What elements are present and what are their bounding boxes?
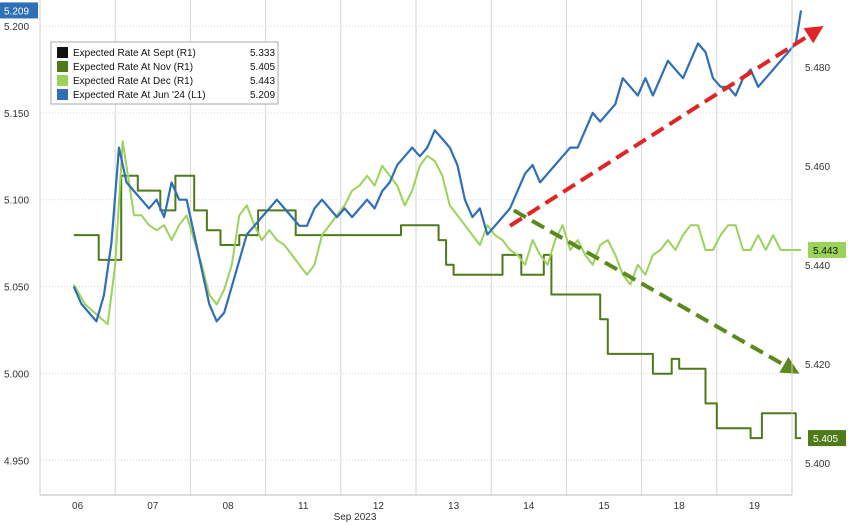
legend-swatch: [57, 75, 68, 86]
downtrend-arrow-shaft: [512, 208, 785, 367]
uptrend-arrow-shaft: [508, 34, 810, 228]
right-axis-tick-label: 5.440: [805, 261, 830, 272]
x-axis-tick-label: 15: [598, 501, 610, 512]
right-axis-tick-label: 5.460: [805, 162, 830, 173]
left-axis-tick-label: 5.200: [4, 22, 29, 33]
legend-value: 5.209: [250, 90, 275, 101]
right-axis-badge-dec: 5.443: [808, 241, 846, 258]
right-axis-badge-dec-bg: [808, 241, 846, 258]
axes: [39, 0, 793, 496]
right-axis-badge-nov-bg: [808, 430, 846, 447]
x-axis-tick-label: 14: [523, 501, 535, 512]
series-lines: [72, 10, 803, 440]
legend-label: Expected Rate At Sept (R1): [73, 48, 196, 59]
trend-arrows: [508, 26, 824, 374]
uptrend-arrow-head: [803, 26, 824, 44]
downtrend-arrow-head: [779, 356, 800, 374]
left-axis-tick-label: 5.000: [4, 369, 29, 380]
legend-box: [50, 41, 279, 105]
left-axis-tick-label: 5.100: [4, 196, 29, 207]
left-axis-badge-text: 5.209: [4, 6, 29, 17]
legend-value: 5.443: [250, 76, 275, 87]
x-axis-tick-label: 08: [222, 501, 234, 512]
legend-swatch: [57, 47, 68, 58]
legend-label: Expected Rate At Jun '24 (L1): [73, 90, 206, 101]
value-badges: 5.209 5.443 5.405: [0, 2, 846, 447]
x-axis-tick-label: 12: [373, 501, 385, 512]
x-axis-tick-label: 13: [448, 501, 460, 512]
x-axis-tick-label: 07: [147, 501, 159, 512]
left-axis-badge: 5.209: [0, 2, 38, 19]
right-axis-badge-dec-text: 5.443: [813, 246, 838, 257]
legend-value: 5.333: [250, 48, 275, 59]
tick-labels: 5.200 5.150 5.100 5.050 5.000 4.950 5.480 5.460…: [4, 22, 830, 512]
legend: Expected Rate At Sept (R1) 5.333 Expecte…: [50, 41, 279, 105]
series-line-expected-rate-at-nov-r1-: [73, 174, 801, 440]
x-axis-tick-label: 19: [749, 501, 761, 512]
legend-row-sept: Expected Rate At Sept (R1) 5.333: [57, 47, 275, 59]
left-axis-tick-label: 4.950: [4, 456, 29, 467]
right-axis-tick-label: 5.420: [805, 360, 830, 371]
right-axis-badge-nov-text: 5.405: [813, 434, 838, 445]
legend-row-dec: Expected Rate At Dec (R1) 5.443: [57, 75, 275, 87]
x-axis-tick-label: 11: [298, 501, 309, 512]
legend-row-nov: Expected Rate At Nov (R1) 5.405: [57, 61, 275, 73]
legend-swatch: [57, 61, 68, 72]
left-axis-tick-label: 5.150: [4, 109, 29, 120]
legend-row-jun24: Expected Rate At Jun '24 (L1) 5.209: [57, 89, 275, 101]
legend-value: 5.405: [250, 62, 275, 73]
legend-label: Expected Rate At Nov (R1): [73, 62, 193, 73]
left-axis-tick-label: 5.050: [4, 283, 29, 294]
right-axis-badge-nov: 5.405: [808, 430, 846, 447]
x-axis-tick-label: 18: [674, 501, 686, 512]
right-axis-tick-label: 5.480: [805, 63, 830, 74]
x-axis-tick-label: 06: [72, 501, 84, 512]
legend-swatch: [57, 89, 68, 100]
legend-label: Expected Rate At Dec (R1): [73, 76, 193, 87]
series-line-expected-rate-at-dec-r1-: [72, 140, 801, 326]
left-axis-badge-bg: [0, 2, 38, 19]
right-axis-tick-label: 5.400: [805, 459, 830, 470]
x-axis-title: Sep 2023: [334, 512, 377, 523]
series-line-expected-rate-at-jun-24-l1-: [72, 10, 803, 323]
